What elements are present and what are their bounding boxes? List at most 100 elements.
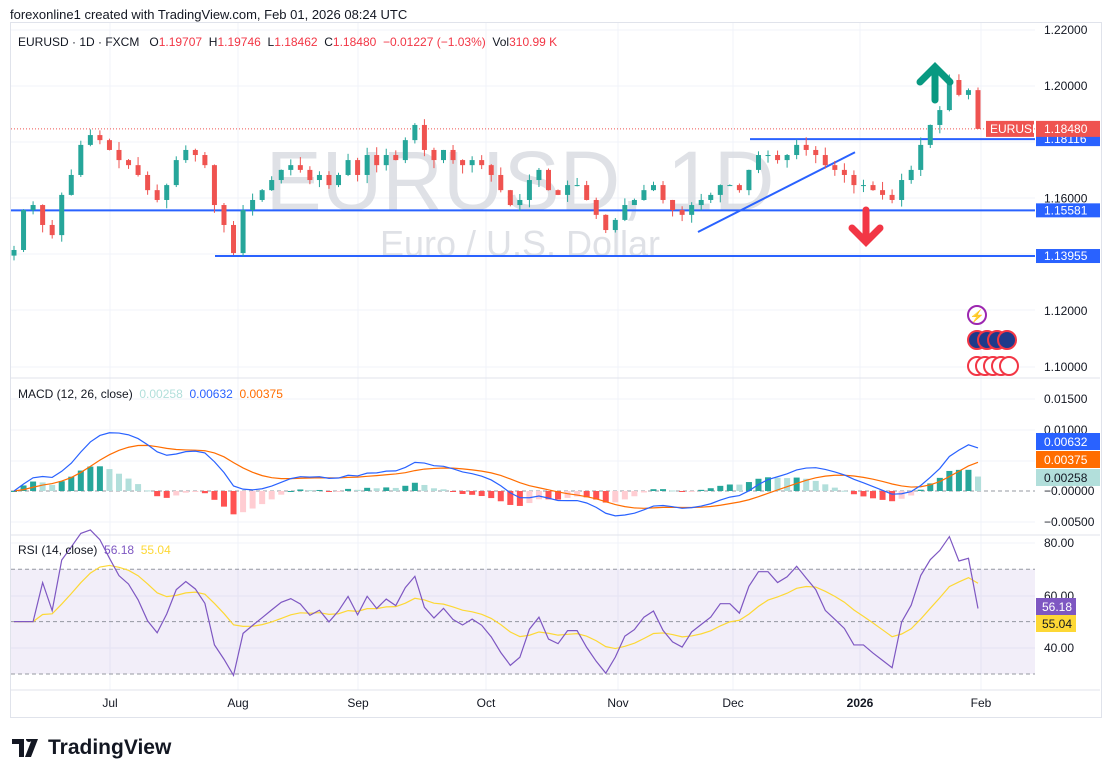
rsi-ma-line — [14, 564, 979, 650]
price-tick: 1.16000 — [1044, 192, 1088, 206]
candle-body — [307, 169, 313, 181]
candle-body — [278, 169, 284, 181]
watermark-subtitle: Euro / U.S. Dollar — [380, 223, 660, 264]
rsi-tick: 80.00 — [1044, 536, 1074, 550]
price-tick: 1.22000 — [1044, 23, 1088, 37]
macd-histogram-bar — [173, 491, 180, 496]
candle-body — [679, 210, 685, 215]
macd-histogram-bar — [803, 478, 810, 491]
macd-histogram-bar — [516, 491, 523, 506]
candle-body — [383, 155, 389, 166]
macd-histogram-bar — [30, 481, 37, 491]
candle-body — [106, 140, 112, 150]
macd-histogram-bar — [373, 488, 380, 491]
candle-body — [631, 199, 637, 206]
macd-histogram-bar — [192, 491, 199, 492]
economic-event-icon — [967, 305, 987, 325]
candle-body — [145, 174, 151, 191]
macd-histogram-bar — [927, 483, 934, 491]
candle-body — [899, 180, 905, 200]
candle-body — [555, 190, 561, 195]
candle-body — [412, 124, 418, 141]
candle-body — [822, 155, 828, 166]
macd-tick: −0.00500 — [1044, 515, 1095, 529]
candle-body — [727, 185, 733, 187]
volume-label: Vol — [492, 35, 510, 49]
candle-body — [889, 194, 895, 200]
time-tick: Jul — [102, 696, 117, 710]
close-label: C — [324, 35, 333, 49]
macd-histogram-bar — [602, 491, 609, 503]
candle-body — [708, 194, 714, 200]
tradingview-logo: TradingView — [12, 736, 171, 760]
logo-text: TradingView — [48, 736, 172, 759]
candle-body — [479, 160, 485, 166]
tradingview-logo-icon — [12, 739, 38, 757]
macd-histogram-bar — [249, 491, 256, 509]
candle-body — [116, 149, 122, 161]
candle-body — [59, 194, 65, 236]
macd-histogram-bar — [154, 491, 161, 497]
macd-histogram-bar — [259, 491, 266, 505]
candle-body — [402, 140, 408, 161]
symbol-legend: EURUSD · 1D · FXCM O1.19707 H1.19746 L1.… — [18, 35, 557, 49]
macd-histogram-bar — [574, 491, 581, 497]
candle-body — [965, 90, 971, 95]
macd-histogram-bar — [955, 469, 962, 491]
symbol-info[interactable]: EURUSD · 1D · FXCM — [18, 35, 140, 49]
candle-body — [221, 205, 227, 225]
macd-histogram-bar — [679, 491, 686, 492]
macd-histogram-bar — [450, 491, 457, 492]
macd-histogram-bar — [87, 466, 94, 491]
candle-body — [765, 155, 771, 157]
candle-body — [832, 165, 838, 170]
macd-histogram-bar — [335, 491, 342, 492]
candle-body — [775, 155, 781, 161]
candle-body — [355, 160, 361, 175]
chart-frame — [10, 22, 1102, 718]
candle-body — [946, 80, 952, 111]
macd-histogram-bar — [163, 491, 170, 498]
macd-histogram-bar — [201, 491, 208, 494]
close-value: 1.18480 — [332, 35, 377, 49]
macd-histogram-bar — [612, 491, 619, 503]
candle-body — [670, 199, 676, 211]
macd-histogram-bar — [555, 491, 562, 500]
candle-body — [259, 190, 265, 200]
macd-histogram-bar — [507, 491, 514, 505]
candle-body — [851, 174, 857, 186]
candle-body — [622, 205, 628, 220]
rsi-legend[interactable]: RSI (14, close) 56.18 55.04 — [18, 543, 171, 557]
candle-body — [545, 169, 551, 191]
macd-histogram-bar — [717, 485, 724, 491]
lightning-icon: ⚡ — [970, 309, 985, 323]
candle-body — [841, 169, 847, 175]
macd-histogram-bar — [660, 489, 667, 491]
candle-body — [336, 174, 342, 186]
volume-value: 310.99 K — [509, 35, 558, 49]
macd-line — [13, 432, 979, 517]
chart-credit: forexonline1 created with TradingView.co… — [10, 7, 408, 22]
macd-histogram-bar — [812, 480, 819, 491]
candle-body — [173, 160, 179, 186]
rsi-name: RSI (14, close) — [18, 543, 98, 557]
rsi-tick: 40.00 — [1044, 641, 1074, 655]
macd-histogram-bar — [306, 490, 313, 492]
arrow-down-icon — [848, 206, 884, 247]
macd-histogram-bar — [106, 469, 113, 491]
macd-histogram-bar — [297, 489, 304, 491]
rsi-badge-label: 55.04 — [1042, 617, 1072, 631]
candle-body — [650, 185, 656, 191]
macd-badge — [1036, 433, 1100, 450]
change-value: −0.01227 (−1.03%) — [382, 35, 486, 49]
macd-legend[interactable]: MACD (12, 26, close) 0.00258 0.00632 0.0… — [18, 387, 283, 401]
macd-histogram-bar — [411, 482, 418, 491]
candle-body — [660, 185, 666, 200]
macd-tick: 0.01500 — [1044, 392, 1088, 406]
macd-histogram-bar — [774, 477, 781, 491]
candle-body — [574, 185, 580, 187]
candle-body — [794, 144, 800, 156]
rsi-badge — [1036, 615, 1076, 632]
candle-body — [211, 165, 217, 206]
